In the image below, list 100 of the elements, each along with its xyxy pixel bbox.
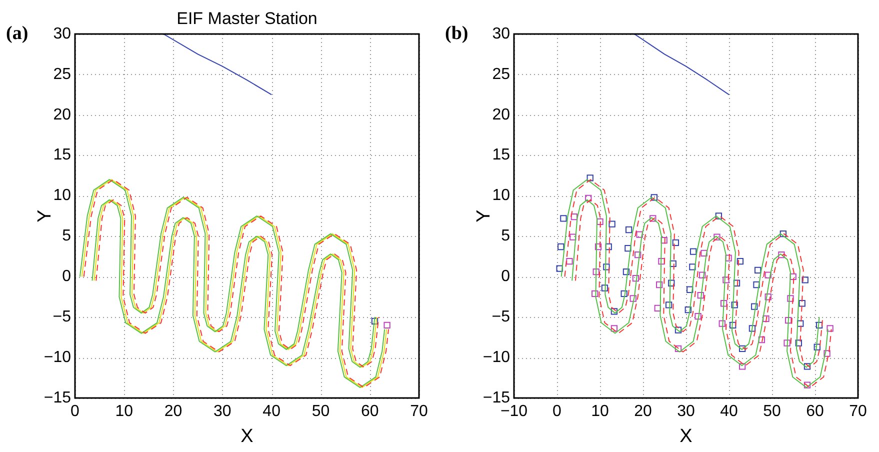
point: [674, 345, 682, 352]
point: [586, 174, 594, 182]
point: [764, 294, 772, 300]
point: [748, 325, 756, 332]
point: [634, 252, 642, 258]
point: [632, 274, 640, 282]
point: [570, 213, 578, 220]
point: [665, 302, 672, 308]
point: [824, 350, 830, 357]
x-tick-label: 10: [591, 403, 609, 420]
point: [560, 215, 567, 222]
x-axis-title: X: [240, 426, 254, 447]
point: [610, 308, 618, 315]
point: [689, 264, 696, 270]
point: [630, 295, 636, 302]
point: [816, 322, 823, 329]
point: [785, 317, 792, 324]
point: [758, 336, 766, 344]
x-tick-label: 10: [115, 403, 134, 420]
y-tick-label: 30: [492, 25, 510, 42]
text: (a): [6, 22, 28, 44]
y-axis-title: Y: [34, 209, 56, 222]
point: [699, 272, 706, 278]
x-tick-label: 0: [552, 403, 562, 420]
point: [718, 320, 726, 327]
x-tick-label: 50: [312, 403, 330, 420]
point: [790, 273, 796, 280]
point: [566, 258, 573, 265]
point: [784, 340, 790, 346]
x-tick-label: 30: [677, 403, 695, 420]
point: [714, 234, 720, 240]
point: [736, 258, 744, 265]
x-tick-label: 30: [214, 403, 232, 420]
point: [730, 322, 736, 329]
point: [795, 340, 802, 346]
y-tick-label: 15: [492, 146, 510, 164]
point: [715, 212, 722, 220]
y-tick-label: −10: [482, 348, 510, 366]
point: [754, 266, 762, 274]
point: [603, 264, 610, 270]
y-axis-title: Y: [474, 209, 495, 222]
point: [722, 276, 730, 284]
point: [686, 286, 694, 293]
y-tick-label: 25: [492, 66, 510, 83]
x-tick-label: 60: [806, 403, 824, 420]
y-tick-label: 0: [501, 268, 510, 286]
point: [594, 243, 602, 250]
point: [764, 272, 772, 278]
point: [668, 280, 675, 286]
point: [596, 218, 604, 225]
point: [725, 254, 732, 262]
point: [556, 265, 563, 272]
point: [751, 303, 758, 310]
point: [656, 281, 663, 288]
y-tick-label: 5: [62, 228, 72, 245]
point: [592, 290, 598, 297]
x-tick-label: 40: [262, 403, 281, 420]
x-tick-label: 70: [410, 403, 428, 420]
x-tick-label: 20: [164, 403, 182, 420]
y-tick-label: −5: [52, 308, 72, 326]
chart-title: EIF Master Station: [176, 9, 318, 28]
text: (b): [445, 22, 468, 44]
point: [753, 281, 760, 288]
point: [798, 300, 806, 307]
point: [731, 302, 738, 308]
point: [622, 268, 630, 276]
y-tick-label: 30: [53, 25, 72, 42]
point: [694, 312, 702, 320]
y-tick-label: 20: [53, 106, 72, 124]
point: [733, 280, 740, 286]
point: [826, 325, 834, 332]
point: [558, 243, 564, 250]
x-axis-title: X: [680, 426, 693, 447]
point: [570, 234, 576, 240]
y-tick-label: −10: [44, 348, 72, 366]
point: [624, 245, 632, 252]
y-tick-label: 15: [53, 146, 72, 164]
point: [636, 231, 643, 238]
point: [585, 194, 592, 202]
y-tick-label: −15: [44, 389, 72, 406]
point: [739, 345, 746, 352]
point: [658, 258, 665, 265]
point: [608, 220, 616, 228]
point: [787, 295, 794, 302]
point: [697, 292, 704, 299]
point: [625, 226, 632, 234]
x-tick-label: 50: [763, 403, 781, 420]
point: [690, 248, 697, 255]
y-tick-label: 20: [492, 106, 510, 124]
point: [672, 239, 680, 246]
point: [674, 326, 682, 334]
point: [762, 315, 770, 322]
y-tick-label: 0: [62, 268, 72, 286]
point: [802, 276, 808, 284]
point: [700, 250, 708, 257]
y-tick-label: 10: [492, 187, 510, 204]
point: [654, 304, 661, 312]
x-tick-label: 60: [360, 403, 379, 420]
point: [620, 290, 628, 297]
point: [650, 215, 656, 222]
